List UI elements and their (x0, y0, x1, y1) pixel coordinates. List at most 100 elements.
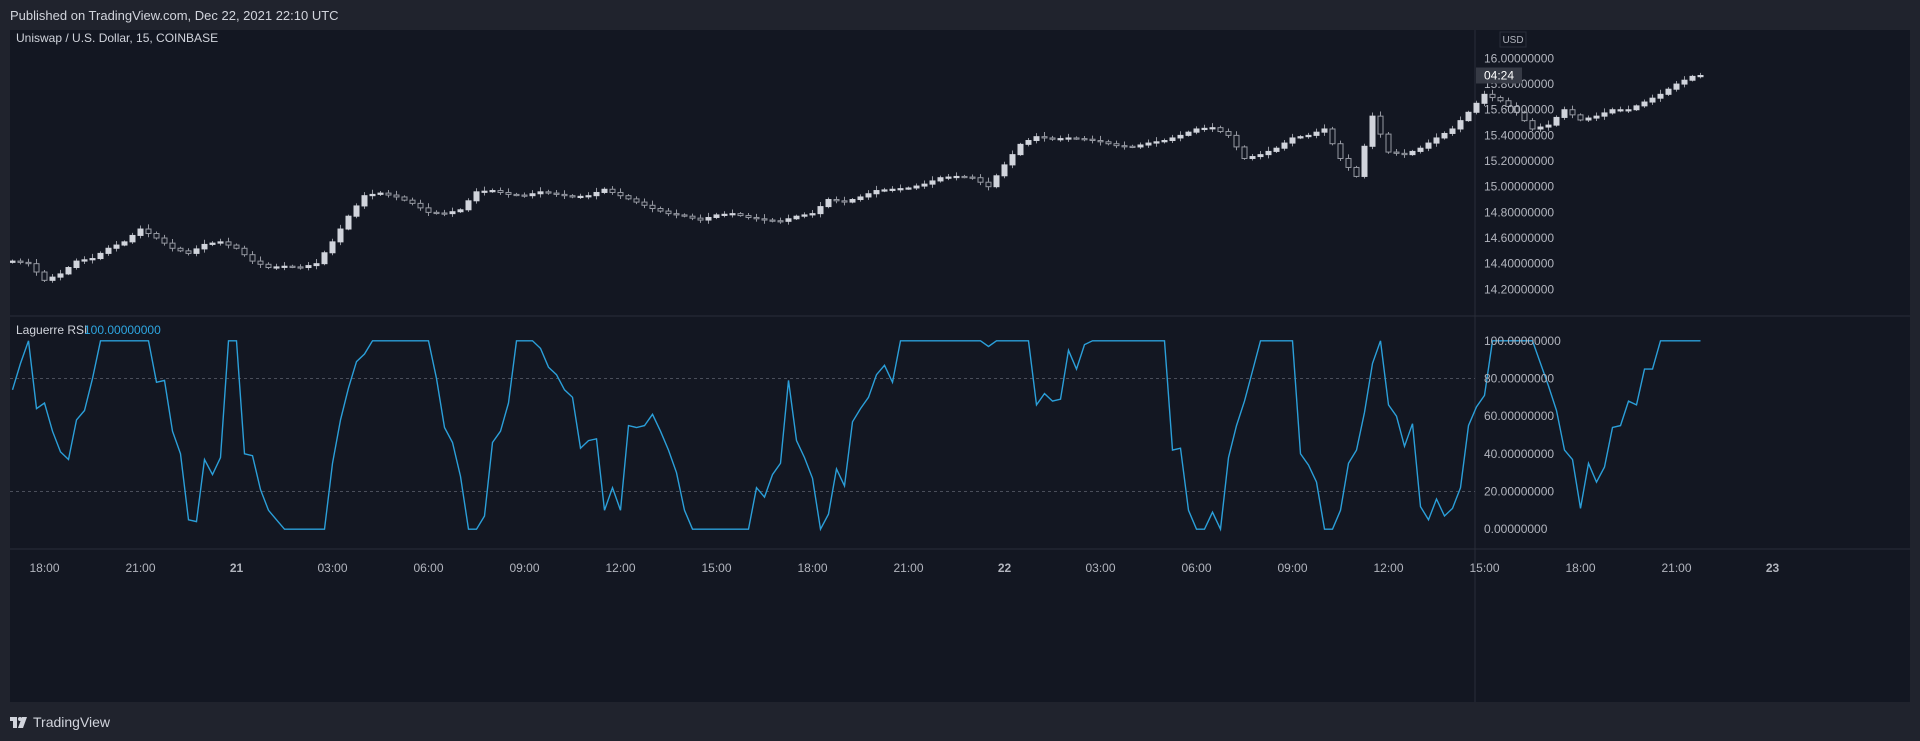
candle (537, 191, 544, 195)
candle (1353, 166, 1360, 177)
candle (633, 198, 640, 203)
tradingview-logo[interactable]: TradingView (10, 712, 110, 732)
candle (1337, 143, 1344, 159)
candle (41, 271, 48, 281)
candle (81, 259, 88, 262)
candle (1329, 128, 1336, 145)
candle (17, 260, 24, 263)
candle (57, 273, 64, 278)
rsi-tick-label: 0.00000000 (1484, 522, 1548, 536)
candle (225, 241, 232, 246)
candle (1185, 131, 1192, 136)
currency-label: USD (1502, 35, 1523, 46)
candle (1561, 109, 1568, 118)
candle (1393, 151, 1400, 154)
candle (937, 177, 944, 182)
candle (1553, 116, 1560, 126)
candle (961, 175, 968, 179)
candle (705, 216, 712, 221)
candle (1473, 102, 1480, 113)
candle (1481, 93, 1488, 104)
candle (1457, 120, 1464, 130)
chart-canvas[interactable]: 14.20000000 14.40000000 14.60000000 14.8000… (10, 30, 1910, 702)
candle (1465, 111, 1472, 122)
candle (889, 188, 896, 191)
candle (841, 200, 848, 203)
candle (201, 243, 208, 250)
candle (137, 228, 144, 236)
candle (929, 180, 936, 185)
candle (353, 205, 360, 217)
candle (417, 202, 424, 209)
candle (113, 244, 120, 249)
candle (1529, 120, 1536, 130)
indicator-value: 100.00000000 (84, 323, 161, 337)
candle (665, 210, 672, 215)
candle (1009, 154, 1016, 166)
candle (233, 244, 240, 249)
candle (1577, 114, 1584, 121)
candle (1585, 117, 1592, 121)
time-tick-label: 09:00 (1277, 561, 1307, 575)
candle (985, 181, 992, 188)
candle (49, 276, 56, 281)
candle (1441, 132, 1448, 139)
candle (1177, 134, 1184, 139)
candle (625, 195, 632, 200)
price-tick-label: 15.20000000 (1484, 154, 1554, 168)
candle (185, 250, 192, 254)
candle (1033, 136, 1040, 142)
candle (121, 241, 128, 246)
currency-badge[interactable] (1499, 31, 1527, 48)
candle (681, 214, 688, 217)
footer: TradingView (0, 702, 1920, 741)
candle (1649, 97, 1656, 103)
candle (1137, 144, 1144, 148)
candle (409, 199, 416, 204)
candle (673, 213, 680, 216)
candle (481, 190, 488, 193)
time-tick-label: 15:00 (1469, 561, 1499, 575)
candle (1449, 128, 1456, 134)
candle (297, 266, 304, 269)
rsi-line[interactable] (11, 340, 1701, 532)
candle (281, 265, 288, 268)
price-tick-label: 15.60000000 (1484, 103, 1554, 117)
time-tick-label: 18:00 (1565, 561, 1595, 575)
candle (345, 215, 352, 230)
candle (785, 218, 792, 222)
candle (1145, 142, 1152, 146)
candle (617, 191, 624, 197)
candle (1241, 146, 1248, 159)
candle (761, 218, 768, 221)
time-tick-label: 03:00 (317, 561, 347, 575)
rsi-tick-label: 80.00000000 (1484, 372, 1554, 386)
candle (1201, 127, 1208, 131)
chart-frame[interactable]: 14.20000000 14.40000000 14.60000000 14.8000… (10, 30, 1910, 702)
candle (561, 193, 568, 197)
price-pane[interactable] (10, 72, 1704, 283)
price-tick-label: 14.60000000 (1484, 231, 1554, 245)
candle (1193, 128, 1200, 133)
candle (1673, 83, 1680, 90)
candle (609, 188, 616, 193)
rsi-pane[interactable] (10, 340, 1701, 532)
time-tick-label: 21:00 (125, 561, 155, 575)
candle (657, 208, 664, 212)
candle (753, 216, 760, 220)
candle (249, 254, 256, 262)
candle (713, 214, 720, 218)
candle (161, 237, 168, 244)
candle (793, 215, 800, 220)
tradingview-logo-icon (10, 716, 27, 728)
candle (1281, 142, 1288, 149)
candle (1089, 138, 1096, 142)
candle (697, 217, 704, 221)
candle (1697, 74, 1704, 78)
candle (89, 258, 96, 261)
publish-info: Published on TradingView.com, Dec 22, 20… (10, 8, 339, 23)
candle (145, 228, 152, 235)
price-tick-label: 14.20000000 (1484, 282, 1554, 296)
candle (209, 242, 216, 245)
candle (1041, 136, 1048, 139)
